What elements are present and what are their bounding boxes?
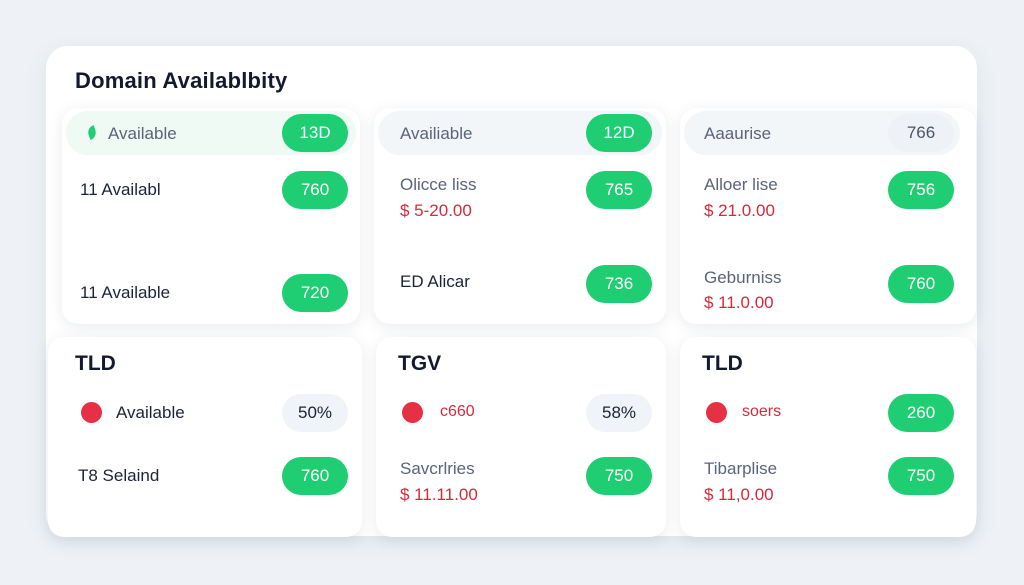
card-2-row-1-price: $ 5-20.00 — [400, 201, 472, 220]
card-4-row-badge[interactable]: 760 — [282, 457, 348, 495]
card-5-row-label: Savcrlries — [400, 459, 475, 478]
status-dot — [706, 402, 727, 423]
card-2-header-badge[interactable]: 12D — [586, 114, 652, 152]
card-6-status-label: soers — [742, 403, 782, 420]
card-5-status-badge[interactable]: 58% — [586, 394, 652, 432]
card-4-heading: TLD — [75, 352, 116, 375]
card-6-row-price: $ 11,0.00 — [704, 485, 774, 504]
card-3-row-1-badge[interactable]: 756 — [888, 171, 954, 209]
card-3-row-1-label: Alloer lise — [704, 175, 778, 194]
tld-card-2 — [376, 337, 666, 537]
status-dot — [402, 402, 423, 423]
card-2-header-label: Availiable — [400, 124, 473, 143]
page-title: Domain Availablbity — [75, 68, 288, 93]
card-6-row-label: Tibarplise — [704, 459, 778, 478]
card-3-row-2-price: $ 11.0.00 — [704, 293, 774, 312]
card-1-header-badge[interactable]: 13D — [282, 114, 348, 152]
card-3-row-2-badge[interactable]: 760 — [888, 265, 954, 303]
card-6-heading: TLD — [702, 352, 743, 375]
card-3-row-2-label: Geburniss — [704, 268, 782, 287]
card-3-row-1-price: $ 21.0.00 — [704, 201, 775, 220]
card-2-row-1-badge[interactable]: 765 — [586, 171, 652, 209]
status-dot — [81, 402, 102, 423]
tld-card-3 — [680, 337, 976, 537]
card-6-status-badge[interactable]: 260 — [888, 394, 954, 432]
card-5-heading: TGV — [398, 352, 442, 375]
card-3-header-label: Aaaurise — [704, 124, 772, 143]
card-2-row-1-label: Olicce liss — [400, 175, 477, 194]
card-5-row-badge[interactable]: 750 — [586, 457, 652, 495]
card-3-header-badge[interactable]: 766 — [888, 114, 954, 152]
card-4-status-label: Available — [116, 403, 185, 422]
card-2-row-2-label: ED Alicar — [400, 272, 470, 291]
card-1-header-label: Available — [108, 124, 177, 143]
card-1-row-2-badge[interactable]: 720 — [282, 274, 348, 312]
card-1-row-1-label: 11 Availabl — [80, 180, 161, 199]
card-4-row-label: T8 Selaind — [78, 466, 160, 485]
card-5-row-price: $ 11.11.00 — [400, 485, 478, 504]
card-6-row-badge[interactable]: 750 — [888, 457, 954, 495]
card-2-row-2-badge[interactable]: 736 — [586, 265, 652, 303]
card-1-row-2-label: 11 Available — [80, 283, 171, 302]
card-5-status-label: c660 — [440, 403, 475, 420]
tld-card-1 — [48, 337, 362, 537]
card-1-row-1-badge[interactable]: 760 — [282, 171, 348, 209]
card-4-status-badge[interactable]: 50% — [282, 394, 348, 432]
